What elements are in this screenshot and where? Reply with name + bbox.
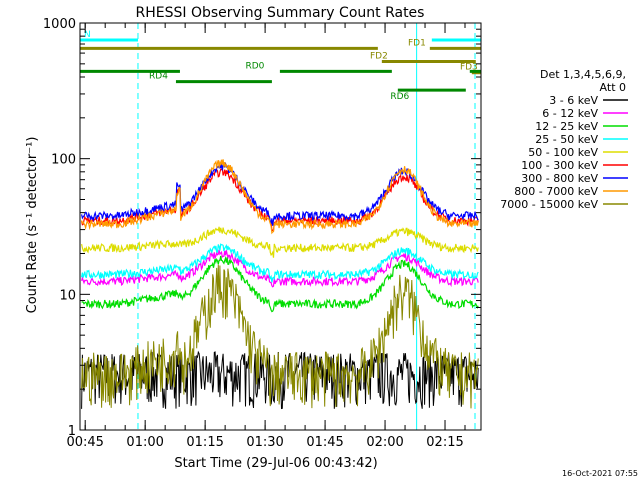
legend-label-3: 12 - 25 keV — [535, 120, 598, 133]
status-bar-label-rd6: RD6 — [390, 92, 409, 102]
status-bar-label-rd0: RD0 — [245, 61, 264, 71]
y-tick-label: 1 — [68, 424, 76, 439]
axes: 1 10 100 1000 00:45 01:00 01:15 01:30 01:45 02:00… — [43, 17, 482, 450]
status-bar-label-n: N — [84, 30, 91, 40]
legend-label-6: 100 - 300 keV — [521, 159, 598, 172]
legend-label-1: 3 - 6 keV — [549, 94, 598, 107]
x-tick-label: 00:45 — [66, 435, 103, 450]
legend-label-9: 7000 - 15000 keV — [500, 198, 598, 211]
x-tick-label: 02:15 — [426, 435, 463, 450]
y-tick-label: 10 — [59, 288, 76, 303]
status-bar-label-rd4: RD4 — [149, 72, 168, 82]
x-tick-label: 01:15 — [186, 435, 223, 450]
x-tick-label: 01:45 — [306, 435, 343, 450]
x-tick-label: 02:00 — [366, 435, 403, 450]
legend-label-8: 800 - 7000 keV — [514, 185, 598, 198]
series-line-4 — [81, 243, 479, 283]
chart-title: RHESSI Observing Summary Count Rates — [136, 5, 425, 21]
x-tick-label: 01:30 — [246, 435, 283, 450]
series-line-9 — [81, 264, 479, 409]
y-tick-label: 100 — [51, 153, 76, 168]
series-line-2 — [81, 249, 479, 288]
plot-frame — [79, 22, 482, 431]
series-line-5 — [81, 226, 479, 258]
legend-label-2: 6 - 12 keV — [542, 107, 598, 120]
legend-label-4: 25 - 50 keV — [535, 133, 598, 146]
y-axis-label: Count Rate (s⁻¹ detector⁻¹) — [25, 137, 40, 314]
status-bar-label-fd2: FD2 — [370, 52, 388, 62]
x-axis-label: Start Time (29-Jul-06 00:43:42) — [174, 456, 377, 471]
legend-label-7: 300 - 800 keV — [521, 172, 598, 185]
series-line-7 — [81, 162, 479, 226]
series-line-3 — [81, 255, 479, 313]
status-bar-label-fd1: FD1 — [408, 38, 426, 48]
status-bar-label-fd3: FD3 — [460, 63, 478, 73]
series-line-8 — [81, 159, 479, 235]
plot-area: N FD1 FD2 FD3 RD0 RD4 RD6 — [80, 23, 481, 430]
x-tick-label: 01:00 — [126, 435, 163, 450]
y-tick-label: 1000 — [43, 17, 76, 32]
legend-label-5: 50 - 100 keV — [528, 146, 598, 159]
legend-title-line-1: Det 1,3,4,5,6,9, — [540, 68, 626, 81]
legend-title-line-2: Att 0 — [600, 81, 626, 94]
timestamp: 16-Oct-2021 07:55 — [562, 469, 638, 478]
